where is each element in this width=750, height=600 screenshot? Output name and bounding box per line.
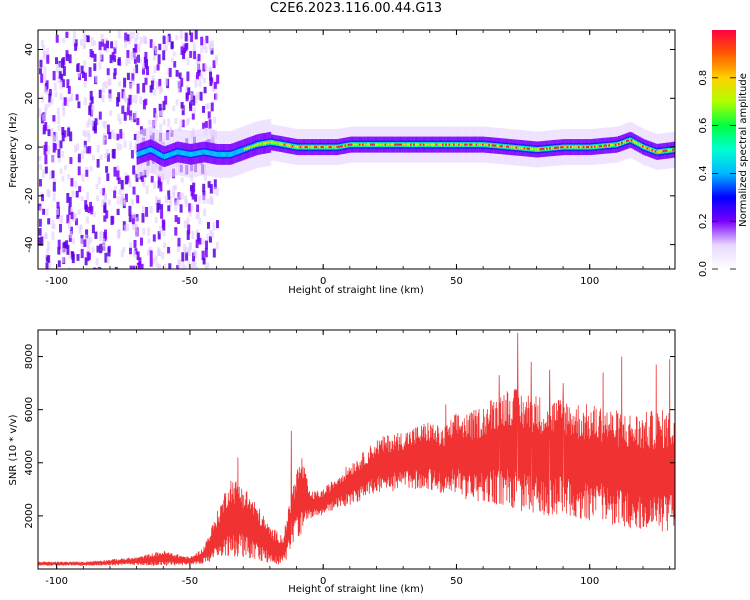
- snr-xlabel: Height of straight line (km): [288, 584, 424, 595]
- spectrogram-ytick-label: 40: [24, 43, 35, 56]
- colorbar-tick-label: 0.6: [698, 118, 709, 134]
- spectrogram-ytick-label: -40: [24, 236, 35, 252]
- colorbar-tick-label: 0.8: [698, 70, 709, 86]
- snr-ticks: -100 -50 0 50 100 2000 4000 6000 8000: [24, 330, 675, 587]
- colorbar-ticks: 0.0 0.2 0.4 0.6 0.8: [698, 70, 736, 277]
- spectrogram-xtick-label: 100: [580, 276, 599, 287]
- spectrogram-xtick-label: 0: [320, 276, 326, 287]
- snr-frame: [37, 329, 676, 570]
- snr-xtick-label: 0: [320, 576, 326, 587]
- spectrogram-xtick-label: -50: [182, 276, 198, 287]
- spectrogram-frame: [37, 29, 676, 270]
- snr-xtick-label: 100: [580, 576, 599, 587]
- snr-ytick-label: 8000: [24, 344, 35, 369]
- spectrogram-ytick-label: 20: [24, 92, 35, 105]
- spectrogram-ytick-label: -20: [24, 188, 35, 204]
- colorbar-tick-label: 0.4: [698, 165, 709, 181]
- snr-series-line: [38, 332, 675, 566]
- snr-ylabel: SNR (10 * v/v): [8, 414, 19, 485]
- spectrogram-xlabel: Height of straight line (km): [288, 285, 424, 296]
- spectrogram-ylabel: Frequency (Hz): [8, 112, 19, 188]
- snr-xtick-label: -50: [182, 576, 198, 587]
- spectrogram-ytick-label: 0: [24, 144, 35, 150]
- spectrogram-xtick-label: 50: [450, 276, 463, 287]
- chart-title: C2E6.2023.116.00.44.G13: [269, 1, 443, 16]
- colorbar-label: Normalized spectral amplitude: [738, 73, 749, 227]
- spectrogram-xtick-label: -100: [45, 276, 68, 287]
- snr-ytick-label: 2000: [24, 503, 35, 528]
- colorbar: 0.0 0.2 0.4 0.6 0.8 Normalized spectral ampl…: [698, 30, 749, 277]
- spectrogram-heatmap: [38, 30, 675, 269]
- snr-ytick-label: 6000: [24, 397, 35, 422]
- colorbar-tick-label: 0.0: [698, 261, 709, 277]
- spectrogram-ticks: -100 -50 0 50 100 -40 -20 0 20 40: [24, 30, 675, 287]
- colorbar-tick-label: 0.2: [698, 213, 709, 229]
- snr-xtick-label: -100: [45, 576, 68, 587]
- spectrogram-panel: -100 -50 0 50 100 -40 -20 0 20 40 Height of strai…: [8, 29, 676, 296]
- colorbar-gradient: [712, 30, 736, 269]
- snr-xtick-label: 50: [450, 576, 463, 587]
- snr-ytick-label: 4000: [24, 450, 35, 475]
- snr-panel: -100 -50 0 50 100 2000 4000 6000 8000 Height of …: [8, 329, 676, 595]
